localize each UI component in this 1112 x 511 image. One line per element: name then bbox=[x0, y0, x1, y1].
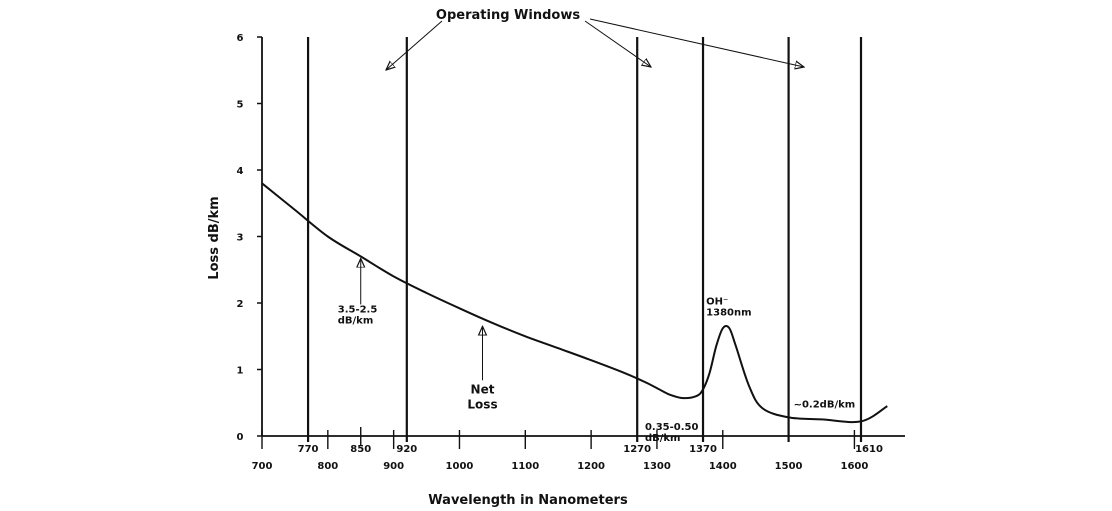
x-tick-label: 900 bbox=[383, 461, 404, 472]
annotation-line: OH⁻ bbox=[706, 296, 728, 307]
annotation-label: OH⁻ 1380nm bbox=[706, 296, 751, 318]
y-tick-label: 1 bbox=[237, 366, 244, 377]
x-tick-label: 1270 bbox=[623, 444, 651, 455]
x-tick-label: 700 bbox=[252, 461, 273, 472]
annotation-line: 3.5-2.5 bbox=[338, 304, 378, 315]
x-tick-label: 1400 bbox=[709, 461, 737, 472]
annotation-line: ~0.2dB/km bbox=[794, 399, 856, 410]
x-tick-label: 1000 bbox=[446, 461, 474, 472]
x-tick-label: 1200 bbox=[577, 461, 605, 472]
x-tick-label: 1500 bbox=[775, 461, 803, 472]
title-arrow-3 bbox=[589, 18, 804, 67]
x-ticks: 700 770 800 850 900 920 1000 1100 1200 1270 1300 13… bbox=[252, 427, 883, 472]
x-axis-title: Wavelength in Nanometers bbox=[428, 493, 628, 508]
y-axis-title: Loss dB/km bbox=[207, 196, 222, 279]
y-tick-label: 4 bbox=[237, 166, 244, 177]
annotation-label: 0.35-0.50 dB/km bbox=[645, 422, 699, 444]
annotation-line: 1380nm bbox=[706, 307, 751, 318]
annotation-line: dB/km bbox=[645, 433, 681, 444]
x-tick-label: 1600 bbox=[840, 461, 868, 472]
annotation-line: dB/km bbox=[338, 315, 374, 326]
x-tick-label: 1100 bbox=[511, 461, 539, 472]
x-tick-label: 770 bbox=[298, 444, 319, 455]
x-tick-label: 800 bbox=[317, 461, 338, 472]
title-arrow-2 bbox=[584, 20, 651, 67]
x-tick-label: 1610 bbox=[855, 444, 883, 455]
axes bbox=[261, 37, 905, 437]
annotation-label: Net Loss bbox=[467, 382, 497, 411]
x-tick-label: 1300 bbox=[643, 461, 671, 472]
series bbox=[261, 182, 888, 424]
chart-title: Operating Windows bbox=[436, 8, 580, 23]
x-tick-label: 920 bbox=[396, 444, 417, 455]
annotation-line: Net bbox=[471, 382, 495, 396]
y-tick-label: 5 bbox=[237, 100, 244, 111]
title-arrow-1 bbox=[386, 20, 443, 70]
annotation-line: Loss bbox=[467, 397, 497, 411]
y-ticks: 0 1 2 3 4 5 6 bbox=[237, 33, 262, 443]
window-boundaries bbox=[306, 37, 863, 442]
net-loss-curve bbox=[261, 182, 888, 424]
annotation-label: 3.5-2.5 dB/km bbox=[338, 304, 378, 326]
x-tick-label: 850 bbox=[350, 444, 371, 455]
y-tick-label: 0 bbox=[237, 432, 244, 443]
y-tick-label: 3 bbox=[237, 233, 244, 244]
annotation-line: 0.35-0.50 bbox=[645, 422, 699, 433]
x-tick-label: 1370 bbox=[689, 444, 717, 455]
y-tick-label: 6 bbox=[237, 33, 244, 44]
y-tick-label: 2 bbox=[237, 299, 244, 310]
annotation-label: ~0.2dB/km bbox=[794, 399, 856, 410]
